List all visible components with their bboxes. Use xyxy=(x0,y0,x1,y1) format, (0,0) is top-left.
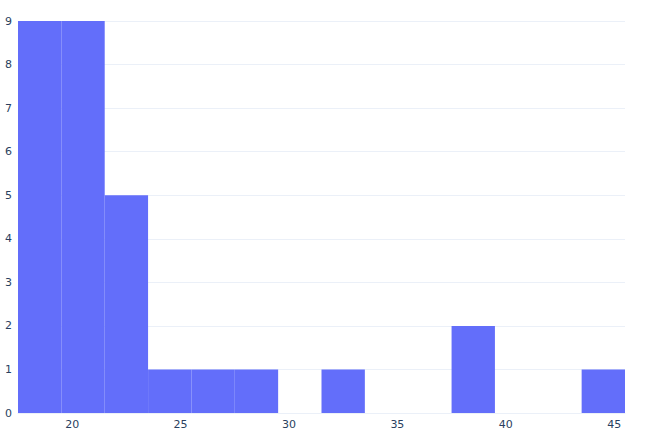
svg-text:40: 40 xyxy=(499,418,513,431)
svg-text:7: 7 xyxy=(5,102,12,115)
svg-text:45: 45 xyxy=(607,418,621,431)
svg-text:5: 5 xyxy=(5,189,12,202)
svg-text:6: 6 xyxy=(5,145,12,158)
svg-text:4: 4 xyxy=(5,232,12,245)
svg-text:1: 1 xyxy=(5,363,12,376)
svg-text:25: 25 xyxy=(174,418,188,431)
svg-text:8: 8 xyxy=(5,58,12,71)
svg-text:35: 35 xyxy=(390,418,404,431)
svg-text:20: 20 xyxy=(65,418,79,431)
svg-text:2: 2 xyxy=(5,319,12,332)
svg-text:9: 9 xyxy=(5,15,12,28)
svg-text:0: 0 xyxy=(5,407,12,420)
svg-text:30: 30 xyxy=(282,418,296,431)
svg-text:3: 3 xyxy=(5,276,12,289)
